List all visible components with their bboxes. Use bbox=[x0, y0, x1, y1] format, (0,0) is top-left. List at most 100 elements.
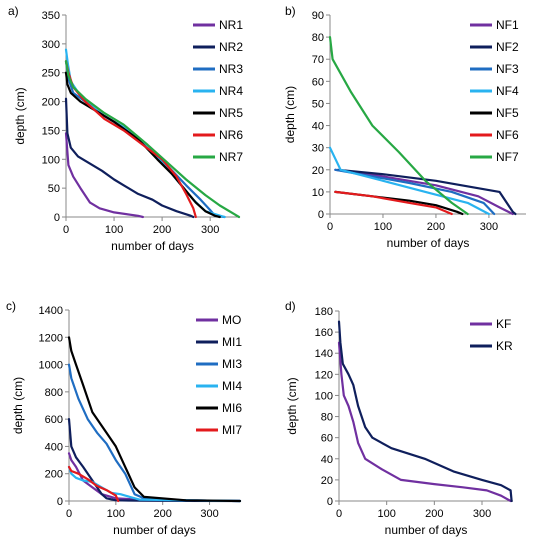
x-tick-label: 200 bbox=[427, 221, 445, 233]
y-tick-label: 200 bbox=[45, 469, 63, 481]
y-tick-label: 80 bbox=[312, 32, 324, 44]
chart-panel: 0 10 20 30 40 50 60 70 80 90 0 100 200 300 number of d… bbox=[283, 4, 526, 250]
series-line bbox=[328, 146, 490, 216]
chart-panel: 0 20 40 60 80 100 120 140 160 180 0 100 200 300 number… bbox=[285, 299, 513, 537]
y-tick-label: 100 bbox=[315, 390, 333, 402]
legend-label: NR4 bbox=[219, 84, 243, 98]
y-tick-label: 0 bbox=[318, 209, 324, 221]
x-tick-label: 0 bbox=[66, 508, 72, 520]
y-tick-label: 300 bbox=[42, 39, 60, 51]
legend-label: NR1 bbox=[219, 18, 243, 32]
x-tick-label: 300 bbox=[473, 508, 491, 520]
legend-label: NR3 bbox=[219, 62, 243, 76]
chart-panel: 0 200 400 600 800 1000 1200 1400 0 100 200 300 numbe… bbox=[6, 299, 242, 537]
y-tick-label: 180 bbox=[315, 306, 333, 318]
y-tick-label: 400 bbox=[45, 441, 63, 453]
legend-label: NR2 bbox=[219, 40, 243, 54]
y-tick-label: 0 bbox=[54, 212, 60, 224]
legend-label: NF3 bbox=[496, 62, 519, 76]
panel-label: a) bbox=[8, 4, 19, 18]
series-line bbox=[328, 36, 469, 216]
y-tick-label: 160 bbox=[315, 327, 333, 339]
legend-label: KR bbox=[496, 339, 513, 353]
legend-label: NF5 bbox=[496, 106, 519, 120]
y-axis-label: depth (cm) bbox=[11, 377, 25, 434]
y-tick-label: 200 bbox=[42, 97, 60, 109]
x-tick-label: 0 bbox=[327, 221, 333, 233]
y-tick-label: 1400 bbox=[39, 305, 63, 317]
chart-panel: 0 50 100 150 200 250 300 350 0 100 200 300 number of… bbox=[8, 4, 243, 253]
series-line bbox=[337, 341, 512, 503]
y-tick-label: 250 bbox=[42, 68, 60, 80]
y-tick-label: 70 bbox=[312, 54, 324, 66]
series-line bbox=[334, 190, 453, 216]
y-tick-label: 350 bbox=[42, 10, 60, 22]
legend-label: KF bbox=[496, 317, 511, 331]
x-tick-label: 0 bbox=[336, 508, 342, 520]
y-tick-label: 80 bbox=[321, 412, 333, 424]
x-tick-label: 100 bbox=[107, 508, 125, 520]
legend-label: MI6 bbox=[222, 401, 242, 415]
y-tick-label: 120 bbox=[315, 369, 333, 381]
y-tick-label: 1000 bbox=[39, 360, 63, 372]
y-tick-label: 100 bbox=[42, 154, 60, 166]
legend-label: NR7 bbox=[219, 150, 243, 164]
y-tick-label: 40 bbox=[312, 121, 324, 133]
panel-label: d) bbox=[285, 299, 296, 313]
legend-label: NF1 bbox=[496, 18, 519, 32]
legend-label: NR5 bbox=[219, 106, 243, 120]
y-tick-label: 800 bbox=[45, 387, 63, 399]
panel-label: b) bbox=[285, 4, 296, 18]
series-line bbox=[337, 320, 513, 503]
y-tick-label: 0 bbox=[327, 496, 333, 508]
x-tick-label: 300 bbox=[201, 224, 219, 236]
x-tick-label: 200 bbox=[154, 508, 172, 520]
x-axis-label: number of days bbox=[387, 236, 470, 250]
y-tick-label: 50 bbox=[312, 98, 324, 110]
x-tick-label: 200 bbox=[153, 224, 171, 236]
y-tick-label: 600 bbox=[45, 414, 63, 426]
series-line bbox=[67, 465, 120, 503]
y-axis-label: depth (cm) bbox=[283, 86, 297, 143]
y-tick-label: 60 bbox=[312, 76, 324, 88]
y-axis-label: depth (cm) bbox=[285, 377, 299, 434]
series-line bbox=[67, 336, 242, 503]
x-tick-label: 100 bbox=[105, 224, 123, 236]
legend-label: NF2 bbox=[496, 40, 519, 54]
y-tick-label: 40 bbox=[321, 454, 333, 466]
legend-label: NR6 bbox=[219, 128, 243, 142]
series-line bbox=[334, 168, 496, 216]
y-axis-label: depth (cm) bbox=[13, 87, 27, 144]
x-tick-label: 100 bbox=[374, 221, 392, 233]
series-line bbox=[64, 60, 241, 219]
y-tick-label: 0 bbox=[57, 496, 63, 508]
x-axis-label: number of days bbox=[385, 523, 468, 537]
series-line bbox=[334, 168, 514, 216]
y-tick-label: 1200 bbox=[39, 332, 63, 344]
y-tick-label: 10 bbox=[312, 187, 324, 199]
legend-label: MI7 bbox=[222, 423, 242, 437]
series-line bbox=[64, 132, 144, 219]
x-tick-label: 100 bbox=[377, 508, 395, 520]
y-tick-label: 20 bbox=[321, 475, 333, 487]
x-tick-label: 200 bbox=[425, 508, 443, 520]
legend-label: NF6 bbox=[496, 128, 519, 142]
legend-label: MO bbox=[222, 313, 241, 327]
x-tick-label: 300 bbox=[200, 508, 218, 520]
y-tick-label: 60 bbox=[321, 433, 333, 445]
y-tick-label: 20 bbox=[312, 165, 324, 177]
y-tick-label: 50 bbox=[48, 183, 60, 195]
x-axis-label: number of days bbox=[113, 523, 196, 537]
legend-label: MI4 bbox=[222, 379, 242, 393]
y-tick-label: 150 bbox=[42, 125, 60, 137]
x-axis-label: number of days bbox=[111, 239, 194, 253]
y-tick-label: 90 bbox=[312, 10, 324, 22]
legend-label: NF4 bbox=[496, 84, 519, 98]
legend-label: NF7 bbox=[496, 150, 519, 164]
x-tick-label: 0 bbox=[63, 224, 69, 236]
y-tick-label: 140 bbox=[315, 348, 333, 360]
series-line bbox=[67, 363, 242, 503]
y-tick-label: 30 bbox=[312, 143, 324, 155]
